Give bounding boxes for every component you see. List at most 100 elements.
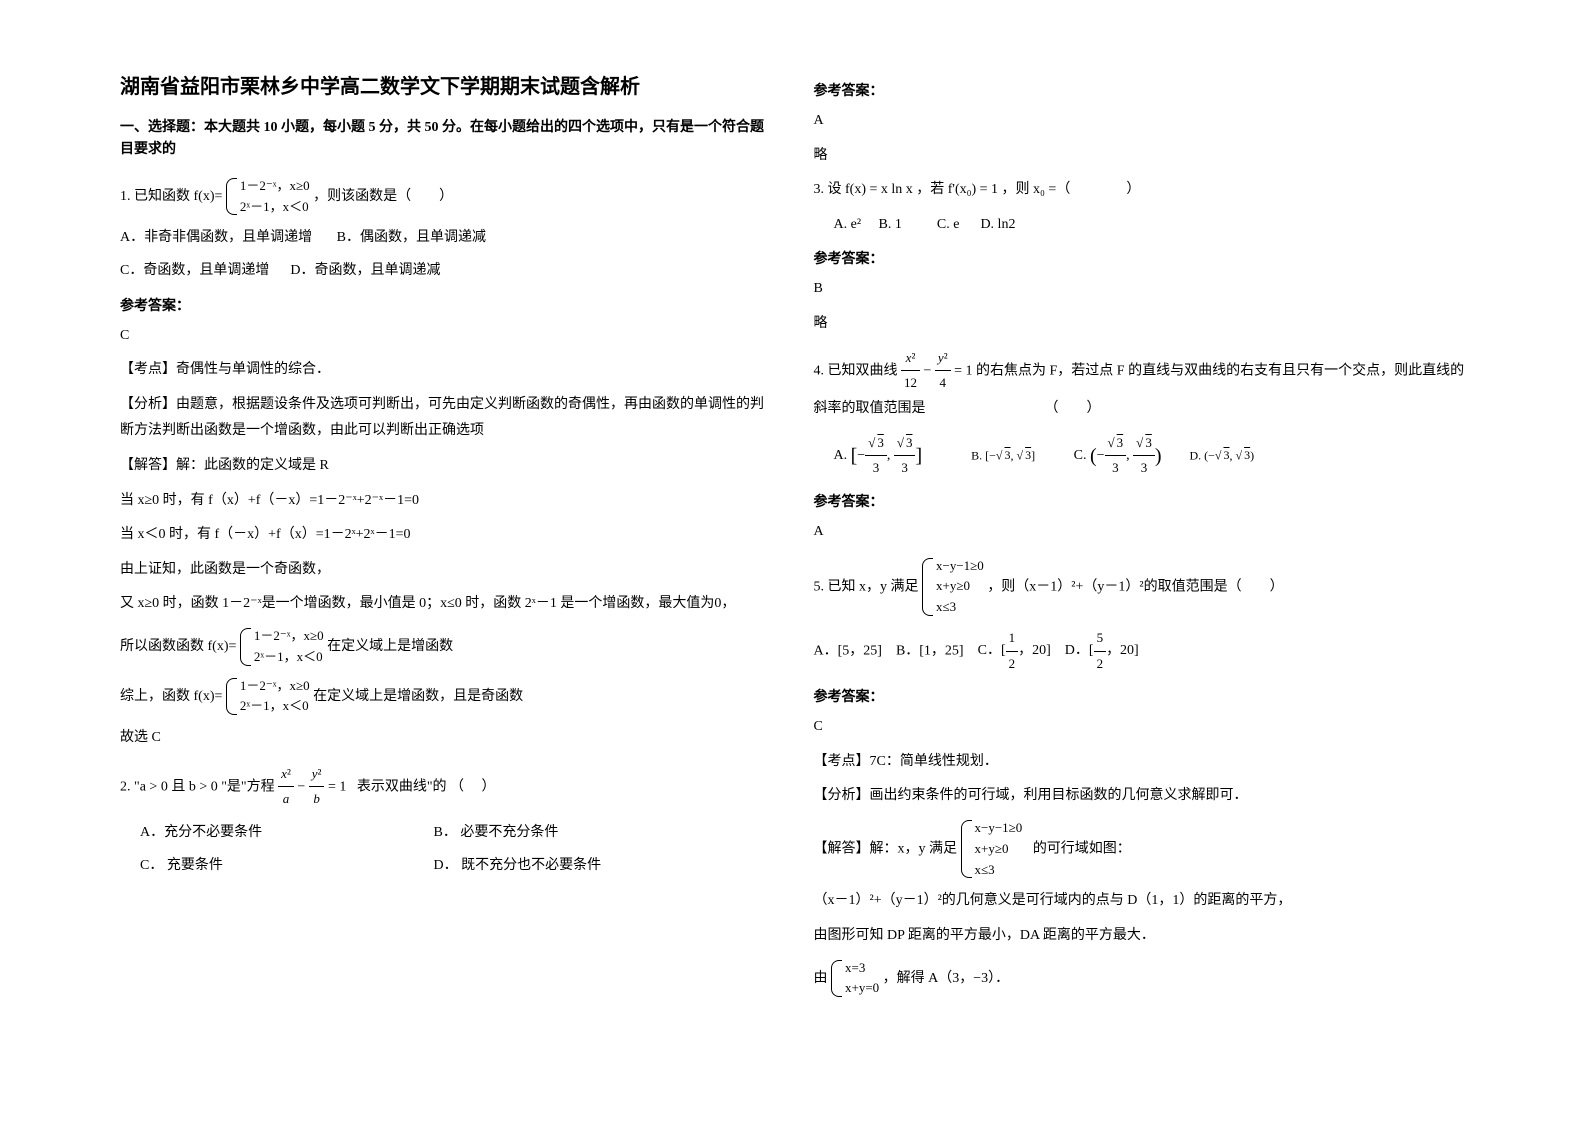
right-column: 参考答案： A 略 3. 设 f(x) = x ln x ，若 f'(x₀) =… — [794, 70, 1488, 1082]
q4-optB: B. [−√3, √3] — [971, 448, 1035, 462]
q5-jd2: （x－1）²+（y－1）²的几何意义是可行域内的点与 D（1，1）的距离的平方， — [814, 888, 1468, 915]
q5-jd1-piece: x−y−1≥0 x+y≥0 x≤3 — [961, 818, 1023, 880]
q5-jd1-c2: x+y≥0 — [975, 839, 1023, 860]
q2-frac1: x²a — [278, 762, 294, 812]
q1-conc1-p2: 2ˣ－1，x＜0 — [254, 647, 324, 668]
q1-fx: f(x)= — [194, 189, 223, 204]
left-column: 湖南省益阳市栗林乡中学高二数学文下学期期末试题含解析 一、选择题：本大题共 10… — [100, 70, 794, 1082]
q1-optC: C．奇函数，且单调递增 — [120, 263, 269, 278]
q4-frac1: x²12 — [901, 346, 920, 396]
q4-optC: C. (−√33, √33) — [1074, 448, 1162, 463]
answer-label-5: 参考答案： — [814, 686, 1468, 706]
q2-optC: C． 充要条件 — [140, 853, 430, 880]
q1-conc1-suffix: 在定义域上是增函数 — [327, 639, 453, 654]
q5-jd4-p2: x+y=0 — [845, 978, 879, 999]
q1-fx-analysis: 【分析】由题意，根据题设条件及选项可判断出，可先由定义判断函数的奇偶性，再由函数… — [120, 392, 774, 445]
q3-optA: A. e² — [834, 217, 862, 232]
q1-opts-cd: C．奇函数，且单调递增 D．奇函数，且单调递减 — [120, 258, 774, 285]
q3-optC: C. e — [937, 217, 960, 232]
q2-optB: B． 必要不充分条件 — [434, 825, 559, 840]
answer-label-4: 参考答案： — [814, 491, 1468, 511]
q5-c2: x+y≥0 — [936, 576, 984, 597]
q2-prefix: 2. "a > 0 且 b > 0 "是"方程 — [120, 779, 275, 794]
q1-jd4: 又 x≥0 时，函数 1－2⁻ˣ是一个增函数，最小值是 0；x≤0 时，函数 2… — [120, 591, 774, 618]
answer-label: 参考答案： — [120, 295, 774, 315]
q5-jd4-p1: x=3 — [845, 958, 879, 979]
q2-frac2: y²b — [309, 762, 325, 812]
q1-piecewise: 1－2⁻ˣ，x≥0 2ˣ－1，x＜0 — [226, 176, 310, 218]
q3-stem: 3. 设 f(x) = x ln x ，若 f'(x₀) = 1 ，则 x₀ =… — [814, 177, 1468, 204]
q1-conc2-p1: 1－2⁻ˣ，x≥0 — [240, 676, 310, 697]
q2-eq: = 1 — [328, 779, 346, 794]
q1-conc2-prefix: 综上，函数 — [120, 689, 190, 704]
q1-jd0: 【解答】解：此函数的定义域是 R — [120, 453, 774, 480]
q3-ans: B — [814, 276, 1468, 303]
q4-optD: D. (−√3, √3) — [1189, 448, 1254, 462]
q5-jd4-piece: x=3 x+y=0 — [831, 958, 879, 1000]
q3-opts: A. e² B. 1 C. e D. ln2 — [814, 212, 1468, 239]
section-header: 一、选择题：本大题共 10 小题，每小题 5 分，共 50 分。在每小题给出的四… — [120, 117, 774, 162]
q5-c3: x≤3 — [936, 597, 984, 618]
q1-p2: 2ˣ－1，x＜0 — [240, 197, 310, 218]
q2-optD: D． 既不充分也不必要条件 — [434, 858, 602, 873]
q2-row1: A．充分不必要条件 B． 必要不充分条件 — [120, 820, 774, 847]
q5-jd1-c3: x≤3 — [975, 860, 1023, 881]
q5-opts: A．[5，25] B．[1，25] C．[12，20] D．[52，20] — [814, 626, 1468, 676]
q1-p1: 1－2⁻ˣ，x≥0 — [240, 176, 310, 197]
q5-kd: 【考点】7C：简单线性规划． — [814, 749, 1468, 776]
q2-row2: C． 充要条件 D． 既不充分也不必要条件 — [120, 853, 774, 880]
q5-optB: B．[1，25] — [896, 643, 964, 658]
q5-fx: 【分析】画出约束条件的可行域，利用目标函数的几何意义求解即可． — [814, 783, 1468, 810]
q1-ans: C — [120, 323, 774, 350]
q2-stem: 2. "a > 0 且 b > 0 "是"方程 x²a − y²b = 1 表示… — [120, 762, 774, 812]
q1-opts-ab: A．非奇非偶函数，且单调递增 B．偶函数，且单调递减 — [120, 225, 774, 252]
q3-omit: 略 — [814, 311, 1468, 338]
q2-suffix: 表示双曲线"的 （ ） — [357, 779, 496, 794]
q3-optD: D. ln2 — [980, 217, 1015, 232]
q5-optC: C．[12，20] — [978, 643, 1051, 658]
q4-ans: A — [814, 519, 1468, 546]
q1-conc1-fx: f(x)= — [208, 639, 237, 654]
q1-suffix: ，则该函数是（ ） — [313, 189, 453, 204]
q5-jd4-prefix: 由 — [814, 971, 828, 986]
answer-label-2: 参考答案： — [814, 80, 1468, 100]
q4-optA: A. [−√33, √33] — [834, 448, 923, 463]
q1-optA: A．非奇非偶函数，且单调递增 — [120, 230, 312, 245]
q1-stem: 1. 已知函数 f(x)= 1－2⁻ˣ，x≥0 2ˣ－1，x＜0 ，则该函数是（… — [120, 176, 774, 218]
q1-conc1-piece: 1－2⁻ˣ，x≥0 2ˣ－1，x＜0 — [240, 626, 324, 668]
q1-conc1-p1: 1－2⁻ˣ，x≥0 — [254, 626, 324, 647]
q1-kd: 【考点】奇偶性与单调性的综合． — [120, 357, 774, 384]
q5-jd4: 由 x=3 x+y=0 ，解得 A（3，−3）． — [814, 958, 1468, 1000]
q5-ans: C — [814, 714, 1468, 741]
q5-jd1: 【解答】解：x，y 满足 x−y−1≥0 x+y≥0 x≤3 的可行域如图： — [814, 818, 1468, 880]
q2-optA: A．充分不必要条件 — [140, 820, 430, 847]
q1-optD: D．奇函数，且单调递减 — [290, 263, 440, 278]
q5-prefix: 5. 已知 x，y 满足 — [814, 579, 919, 594]
q1-prefix: 1. 已知函数 — [120, 189, 190, 204]
q1-jd1: 当 x≥0 时，有 f（x）+f（－x）=1－2⁻ˣ+2⁻ˣ－1=0 — [120, 488, 774, 515]
q5-optD: D．[52，20] — [1065, 643, 1139, 658]
q1-jd3: 由上证知，此函数是一个奇函数， — [120, 557, 774, 584]
page-title: 湖南省益阳市栗林乡中学高二数学文下学期期末试题含解析 — [120, 70, 774, 99]
q2-omit: 略 — [814, 143, 1468, 170]
q4-opts: A. [−√33, √33] B. [−√3, √3] C. (−√33, √3… — [814, 431, 1468, 481]
q5-jd1-prefix: 【解答】解：x，y 满足 — [814, 841, 958, 856]
q4-frac2: y²4 — [935, 346, 951, 396]
q1-conc2: 综上，函数 f(x)= 1－2⁻ˣ，x≥0 2ˣ－1，x＜0 在定义域上是增函数… — [120, 676, 774, 718]
q5-jd3: 由图形可知 DP 距离的平方最小，DA 距离的平方最大． — [814, 923, 1468, 950]
q5-jd1-c1: x−y−1≥0 — [975, 818, 1023, 839]
q2-ans: A — [814, 108, 1468, 135]
q5-piece: x−y−1≥0 x+y≥0 x≤3 — [922, 556, 984, 618]
q3-optB: B. 1 — [879, 217, 902, 232]
answer-label-3: 参考答案： — [814, 248, 1468, 268]
q1-conc2-fx: f(x)= — [194, 689, 223, 704]
q1-conc1: 所以函数函数 f(x)= 1－2⁻ˣ，x≥0 2ˣ－1，x＜0 在定义域上是增函… — [120, 626, 774, 668]
q5-c1: x−y−1≥0 — [936, 556, 984, 577]
q4-prefix: 4. 已知双曲线 — [814, 363, 898, 378]
q5-stem: 5. 已知 x，y 满足 x−y−1≥0 x+y≥0 x≤3 ，则（x－1）²+… — [814, 556, 1468, 618]
q1-conc2-suffix: 在定义域上是增函数，且是奇函数 — [313, 689, 523, 704]
q5-jd4-suffix: ，解得 A（3，−3）． — [883, 971, 1010, 986]
q1-conc1-prefix: 所以函数函数 — [120, 639, 204, 654]
q5-suffix: ，则（x－1）²+（y－1）²的取值范围是（ ） — [987, 579, 1283, 594]
q5-jd1-suffix: 的可行域如图： — [1033, 841, 1131, 856]
